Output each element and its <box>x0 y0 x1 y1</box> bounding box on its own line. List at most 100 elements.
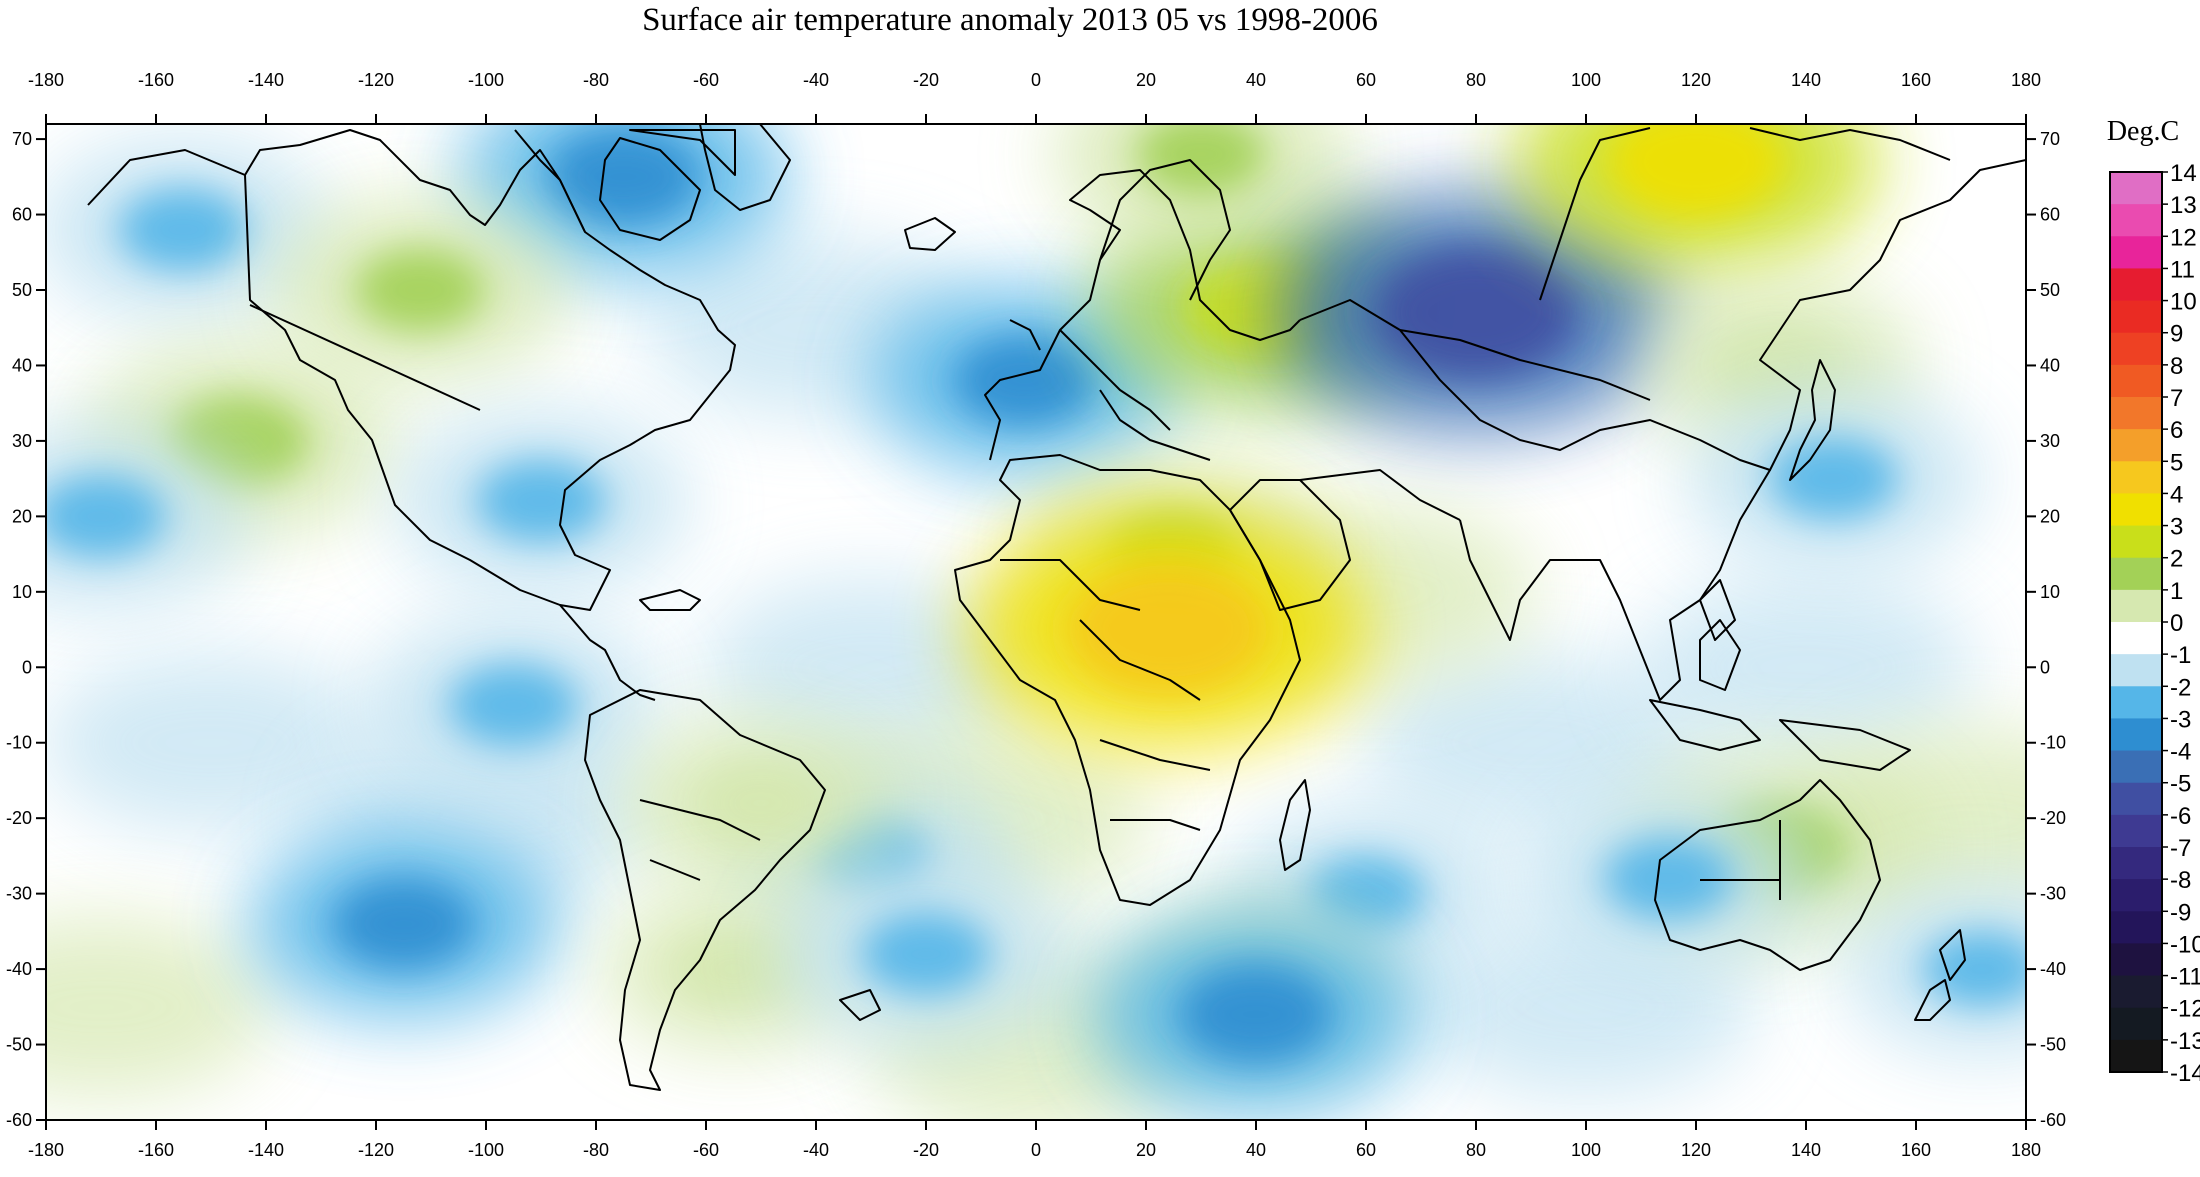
colorbar-swatch <box>2110 718 2162 752</box>
colorbar-swatch <box>2110 268 2162 302</box>
anomaly-core-scandinavia-north <box>1137 124 1265 196</box>
lat-tick-label-left: -60 <box>6 1110 32 1130</box>
lat-tick-label-right: 70 <box>2040 129 2060 149</box>
colorbar-swatch <box>2110 847 2162 880</box>
colorbar-swatch <box>2110 236 2162 269</box>
map-title: Surface air temperature anomaly 2013 05 … <box>642 2 1378 38</box>
lon-tick-label-bottom: -60 <box>693 1140 719 1160</box>
colorbar-label: 1 <box>2170 578 2183 605</box>
lat-tick-label-right: -50 <box>2040 1035 2066 1055</box>
colorbar-label: -1 <box>2170 642 2191 669</box>
colorbar-swatch <box>2110 943 2162 977</box>
lat-tick-label-right: -10 <box>2040 733 2066 753</box>
lat-tick-label-right: 10 <box>2040 582 2060 602</box>
anomaly-core-japan-pacific <box>1769 437 1898 520</box>
anomaly-background-patch <box>701 577 1041 758</box>
colorbar-title: Deg.C <box>2107 116 2179 147</box>
colorbar-label: -3 <box>2170 706 2191 733</box>
lon-tick-label-bottom: 180 <box>2011 1140 2041 1160</box>
colorbar-swatch <box>2110 461 2162 494</box>
lat-tick-label-left: -40 <box>6 959 32 979</box>
colorbar-label: -5 <box>2170 771 2191 798</box>
colorbar-label: 10 <box>2170 289 2197 316</box>
colorbar-label: 11 <box>2170 256 2195 283</box>
colorbar-label: 13 <box>2170 192 2197 219</box>
colorbar-swatch <box>2110 493 2162 527</box>
map-axes: -180-180-160-160-140-140-120-120-100-100… <box>6 70 2066 1160</box>
lat-tick-label-right: -60 <box>2040 1110 2066 1130</box>
coastlines <box>87 124 2026 1091</box>
colorbar-swatch <box>2110 364 2162 398</box>
colorbar-labels: 14131211109876543210-1-2-3-4-5-6-7-8-9-1… <box>2162 160 2200 1087</box>
colorbar-label: -14 <box>2170 1060 2200 1087</box>
colorbar-label: -2 <box>2170 674 2191 701</box>
colorbar-swatch <box>2110 204 2162 237</box>
anomaly-core-cape-horn <box>862 913 990 995</box>
lon-tick-label-bottom: 120 <box>1681 1140 1711 1160</box>
lon-tick-label-bottom: 60 <box>1356 1140 1376 1160</box>
lon-tick-label-top: 60 <box>1356 70 1376 90</box>
colorbar-swatch <box>2110 557 2162 591</box>
colorbar-swatch <box>2110 1007 2162 1041</box>
lon-tick-label-top: -40 <box>803 70 829 90</box>
colorbar-swatch <box>2110 622 2162 655</box>
colorbar-label: 0 <box>2170 610 2183 637</box>
lon-tick-label-bottom: -100 <box>468 1140 504 1160</box>
anomaly-core-pacific-hawaii <box>46 475 165 558</box>
lon-tick-label-bottom: 80 <box>1466 1140 1486 1160</box>
lon-tick-label-bottom: -160 <box>138 1140 174 1160</box>
colorbar-label: -7 <box>2170 835 2191 862</box>
colorbar-swatch <box>2110 589 2162 623</box>
lon-tick-label-top: 120 <box>1681 70 1711 90</box>
lat-tick-label-right: -40 <box>2040 959 2066 979</box>
colorbar-swatch <box>2110 911 2162 944</box>
colorbar-swatch <box>2110 397 2162 430</box>
lon-tick-label-top: 180 <box>2011 70 2041 90</box>
lon-tick-label-top: -80 <box>583 70 609 90</box>
colorbar-label: -11 <box>2170 964 2200 991</box>
colorbar-label: 12 <box>2170 224 2197 251</box>
colorbar-swatch <box>2110 686 2162 719</box>
colorbar-swatch <box>2110 172 2162 205</box>
lon-tick-label-bottom: -180 <box>28 1140 64 1160</box>
lon-tick-label-top: -100 <box>468 70 504 90</box>
colorbar-label: -6 <box>2170 803 2191 830</box>
lat-tick-label-left: 50 <box>12 280 32 300</box>
anomaly-core-alaska-canada-west <box>119 188 248 271</box>
colorbar-label: 3 <box>2170 514 2183 541</box>
anomaly-core-south-america-east <box>703 766 819 841</box>
lon-tick-label-bottom: -80 <box>583 1140 609 1160</box>
anomaly-core-central-africa <box>1068 564 1268 695</box>
anomaly-core-southern-islands <box>1180 965 1332 1064</box>
lon-tick-label-bottom: 20 <box>1136 1140 1156 1160</box>
lat-tick-label-right: 40 <box>2040 355 2060 375</box>
anomaly-background-patch <box>46 916 271 1097</box>
lat-tick-label-left: 20 <box>12 506 32 526</box>
anomaly-core-south-pacific <box>333 878 474 969</box>
lat-tick-label-left: -30 <box>6 884 32 904</box>
anomaly-core-australia-west <box>1604 837 1733 920</box>
colorbar-label: -4 <box>2170 739 2191 766</box>
colorbar-swatch <box>2110 654 2162 687</box>
lat-tick-label-right: 30 <box>2040 431 2060 451</box>
colorbar-swatch <box>2110 332 2162 366</box>
lon-tick-label-bottom: 140 <box>1791 1140 1821 1160</box>
anomaly-core-canada-east-baffin <box>547 127 700 226</box>
colorbar-label: -10 <box>2170 931 2200 958</box>
colorbar-label: -13 <box>2170 1028 2200 1055</box>
anomaly-field <box>46 124 2026 1120</box>
colorbar-label: -9 <box>2170 899 2191 926</box>
lat-tick-label-right: 50 <box>2040 280 2060 300</box>
anomaly-core-east-asia <box>1720 328 1837 403</box>
lat-tick-label-left: 10 <box>12 582 32 602</box>
anomaly-core-southern-ocean-55w <box>681 936 786 1003</box>
colorbar-label: 2 <box>2170 546 2183 573</box>
lon-tick-label-top: -180 <box>28 70 64 90</box>
colorbar-swatch <box>2110 1039 2162 1073</box>
colorbar-label: 7 <box>2170 385 2183 412</box>
lat-tick-label-right: 20 <box>2040 506 2060 526</box>
colorbar-legend: Deg.C 14131211109876543210-1-2-3-4-5-6-7… <box>2107 116 2200 1087</box>
colorbar-label: 4 <box>2170 481 2183 508</box>
anomaly-core-western-europe <box>955 335 1095 426</box>
lon-tick-label-top: -140 <box>248 70 284 90</box>
